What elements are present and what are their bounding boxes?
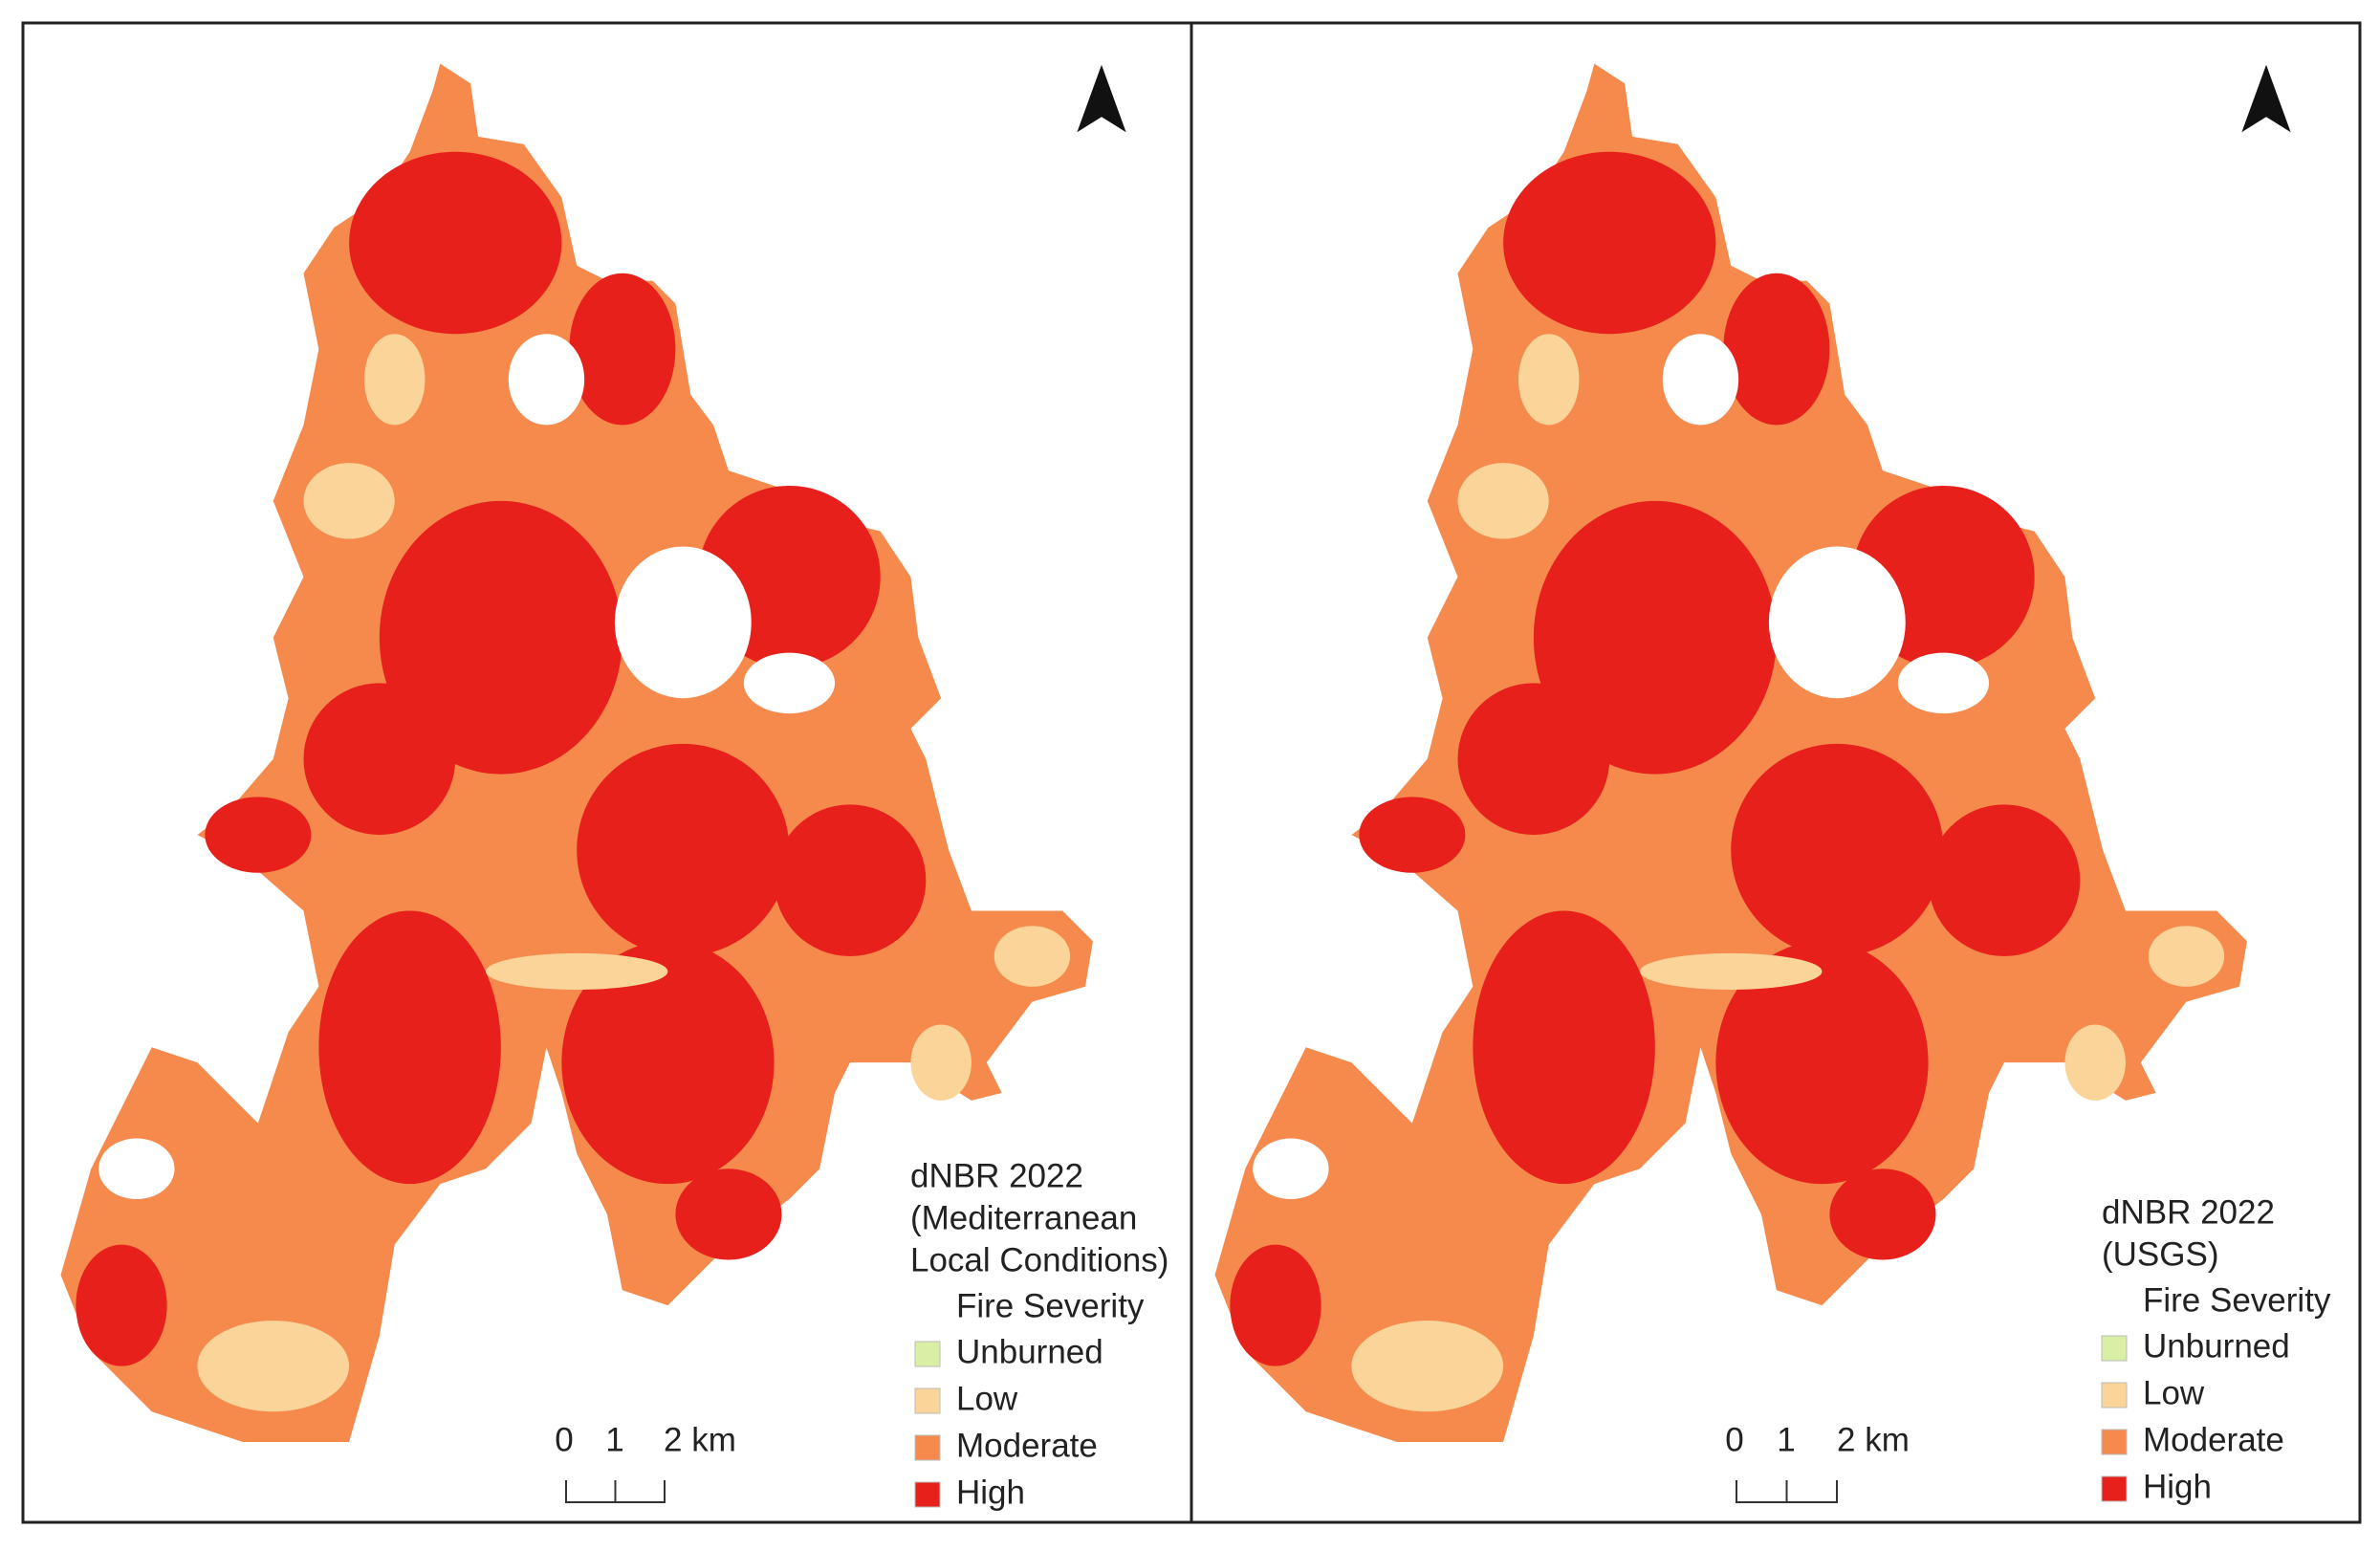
legend-swatch xyxy=(2101,1382,2128,1409)
scale-label: 0 xyxy=(1725,1421,1743,1458)
legend-label: Moderate xyxy=(2143,1421,2284,1458)
legend-heading: Fire Severity xyxy=(956,1287,1145,1324)
legend-swatch xyxy=(2101,1475,2128,1502)
legend-title: dNBR 2022 xyxy=(910,1157,1083,1194)
legend-label: High xyxy=(2143,1468,2212,1505)
scale-bar xyxy=(565,1480,666,1503)
legend-swatch xyxy=(914,1387,941,1414)
legend-swatch xyxy=(914,1434,941,1461)
legend-swatch xyxy=(2101,1429,2128,1455)
legend-swatch xyxy=(914,1481,941,1508)
north-arrow xyxy=(1077,64,1126,133)
burn-map-right xyxy=(1214,63,2247,1443)
north-arrow xyxy=(2241,64,2291,133)
legend-label: Unburned xyxy=(956,1333,1103,1370)
legend-label: Unburned xyxy=(2143,1327,2290,1365)
legend-swatch xyxy=(914,1341,941,1367)
legend-label: Low xyxy=(956,1380,1018,1417)
scale-label: 2 km xyxy=(1837,1421,1910,1458)
legend-title: dNBR 2022 xyxy=(2102,1193,2275,1231)
legend-subtitle: (Mediterranean xyxy=(910,1199,1137,1236)
legend-swatch xyxy=(2101,1335,2128,1362)
legend-label: Low xyxy=(2143,1374,2205,1411)
scale-label: 0 xyxy=(555,1421,573,1458)
legend-subtitle: (USGS) xyxy=(2102,1235,2219,1273)
legend-subtitle: Local Conditions) xyxy=(910,1241,1168,1278)
scale-bar xyxy=(1736,1480,1838,1503)
scale-label: 1 xyxy=(605,1421,623,1458)
scale-label: 2 km xyxy=(664,1421,736,1458)
legend-label: Moderate xyxy=(956,1427,1098,1464)
legend-label: High xyxy=(956,1474,1025,1511)
scale-label: 1 xyxy=(1777,1421,1795,1458)
legend-heading: Fire Severity xyxy=(2143,1281,2331,1319)
